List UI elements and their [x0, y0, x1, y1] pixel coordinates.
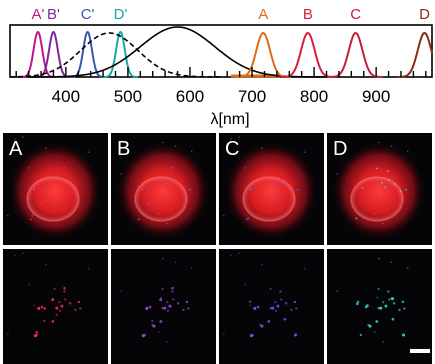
- series-curve-c: [328, 31, 384, 78]
- panel-label-b: B: [117, 138, 130, 160]
- series-curve-dprime: [103, 30, 138, 78]
- x-tick-label: 600: [176, 87, 204, 106]
- micrograph-panel-a-bottom: [3, 249, 108, 364]
- micrograph-panel-d-bottom: [327, 249, 432, 364]
- x-axis-tick-labels: 400 500 600 700 800 900: [52, 87, 391, 106]
- x-tick-label: 900: [362, 87, 390, 106]
- x-axis-label: λ[nm]: [210, 111, 249, 128]
- panel-label-d: D: [333, 138, 347, 160]
- series-label-a: A: [258, 6, 268, 23]
- series-label-c: C: [350, 6, 361, 23]
- series-label-b: B: [303, 6, 313, 23]
- x-axis-ticks: [15, 67, 427, 77]
- micrograph-panel-c-bottom: [219, 249, 324, 364]
- micrograph-panel-b-top: B: [111, 133, 216, 245]
- scale-bar: [410, 349, 430, 353]
- panel-label-c: C: [225, 138, 239, 160]
- micrograph-panel-c-top: C: [219, 133, 324, 245]
- micrograph-panel-a-top: A: [3, 133, 108, 245]
- series-label-aprime: A': [31, 6, 44, 23]
- series-curve-dashed-4: [9, 32, 224, 78]
- series-label-dprime: D': [114, 6, 128, 23]
- panel-label-a: A: [9, 138, 23, 160]
- series-label-bprime: B': [47, 6, 60, 23]
- micrograph-panel-d-top: D: [327, 133, 432, 245]
- micrograph-panel-b-bottom: [111, 249, 216, 364]
- series-label-cprime: C': [81, 6, 95, 23]
- x-tick-label: 800: [300, 87, 328, 106]
- x-tick-label: 700: [238, 87, 266, 106]
- spectrum-chart: 400 500 600 700 800 900 A' B' C' D' A B C D λ[nm]: [9, 6, 433, 128]
- series-curve-a: [235, 31, 291, 78]
- x-tick-label: 400: [52, 87, 80, 106]
- series-curve-d: [397, 31, 433, 78]
- x-tick-label: 500: [114, 87, 142, 106]
- series-labels: A' B' C' D' A B C D: [31, 6, 430, 23]
- series-label-d: D: [419, 6, 430, 23]
